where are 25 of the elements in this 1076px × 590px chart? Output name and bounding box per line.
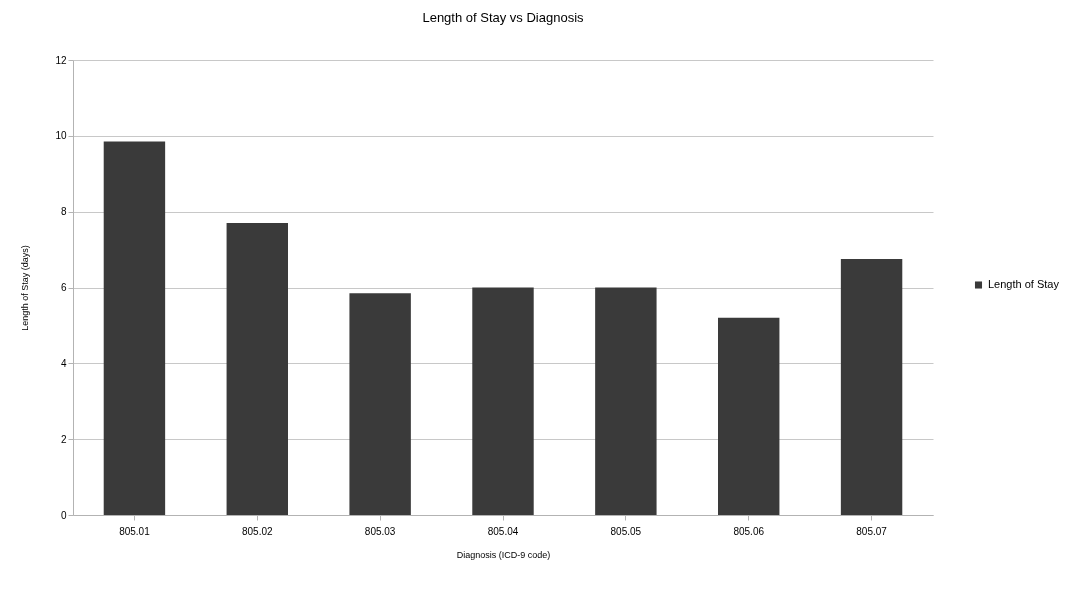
y-tick-label: 4	[60, 357, 67, 369]
x-tick-label: 805.01	[119, 525, 151, 537]
bar	[103, 141, 166, 515]
x-tick-label: 805.03	[364, 525, 396, 537]
x-axis-title: Diagnosis (ICD-9 code)	[456, 549, 551, 560]
chart-title: Length of Stay vs Diagnosis	[422, 10, 585, 25]
x-tick-label: 805.06	[733, 525, 765, 537]
bar	[349, 293, 411, 515]
x-tick-label: 805.07	[856, 525, 888, 537]
y-tick-label: 10	[55, 130, 67, 142]
y-tick-label: 8	[60, 206, 67, 218]
y-tick-label: 2	[60, 433, 67, 445]
bar	[472, 287, 534, 515]
bar	[718, 317, 780, 515]
bar	[226, 223, 288, 515]
y-axis-title: Length of Stay (days)	[20, 245, 31, 331]
x-tick-label: 805.02	[241, 525, 274, 537]
legend-label: Length of Stay	[988, 278, 1060, 290]
bar	[595, 287, 657, 515]
y-tick-label: 6	[60, 282, 67, 293]
x-tick-label: 805.05	[610, 525, 642, 537]
y-tick-label: 0	[60, 509, 67, 521]
x-tick-label: 805.04	[487, 525, 519, 537]
y-tick-label: 12	[55, 54, 67, 66]
bar	[840, 259, 903, 515]
